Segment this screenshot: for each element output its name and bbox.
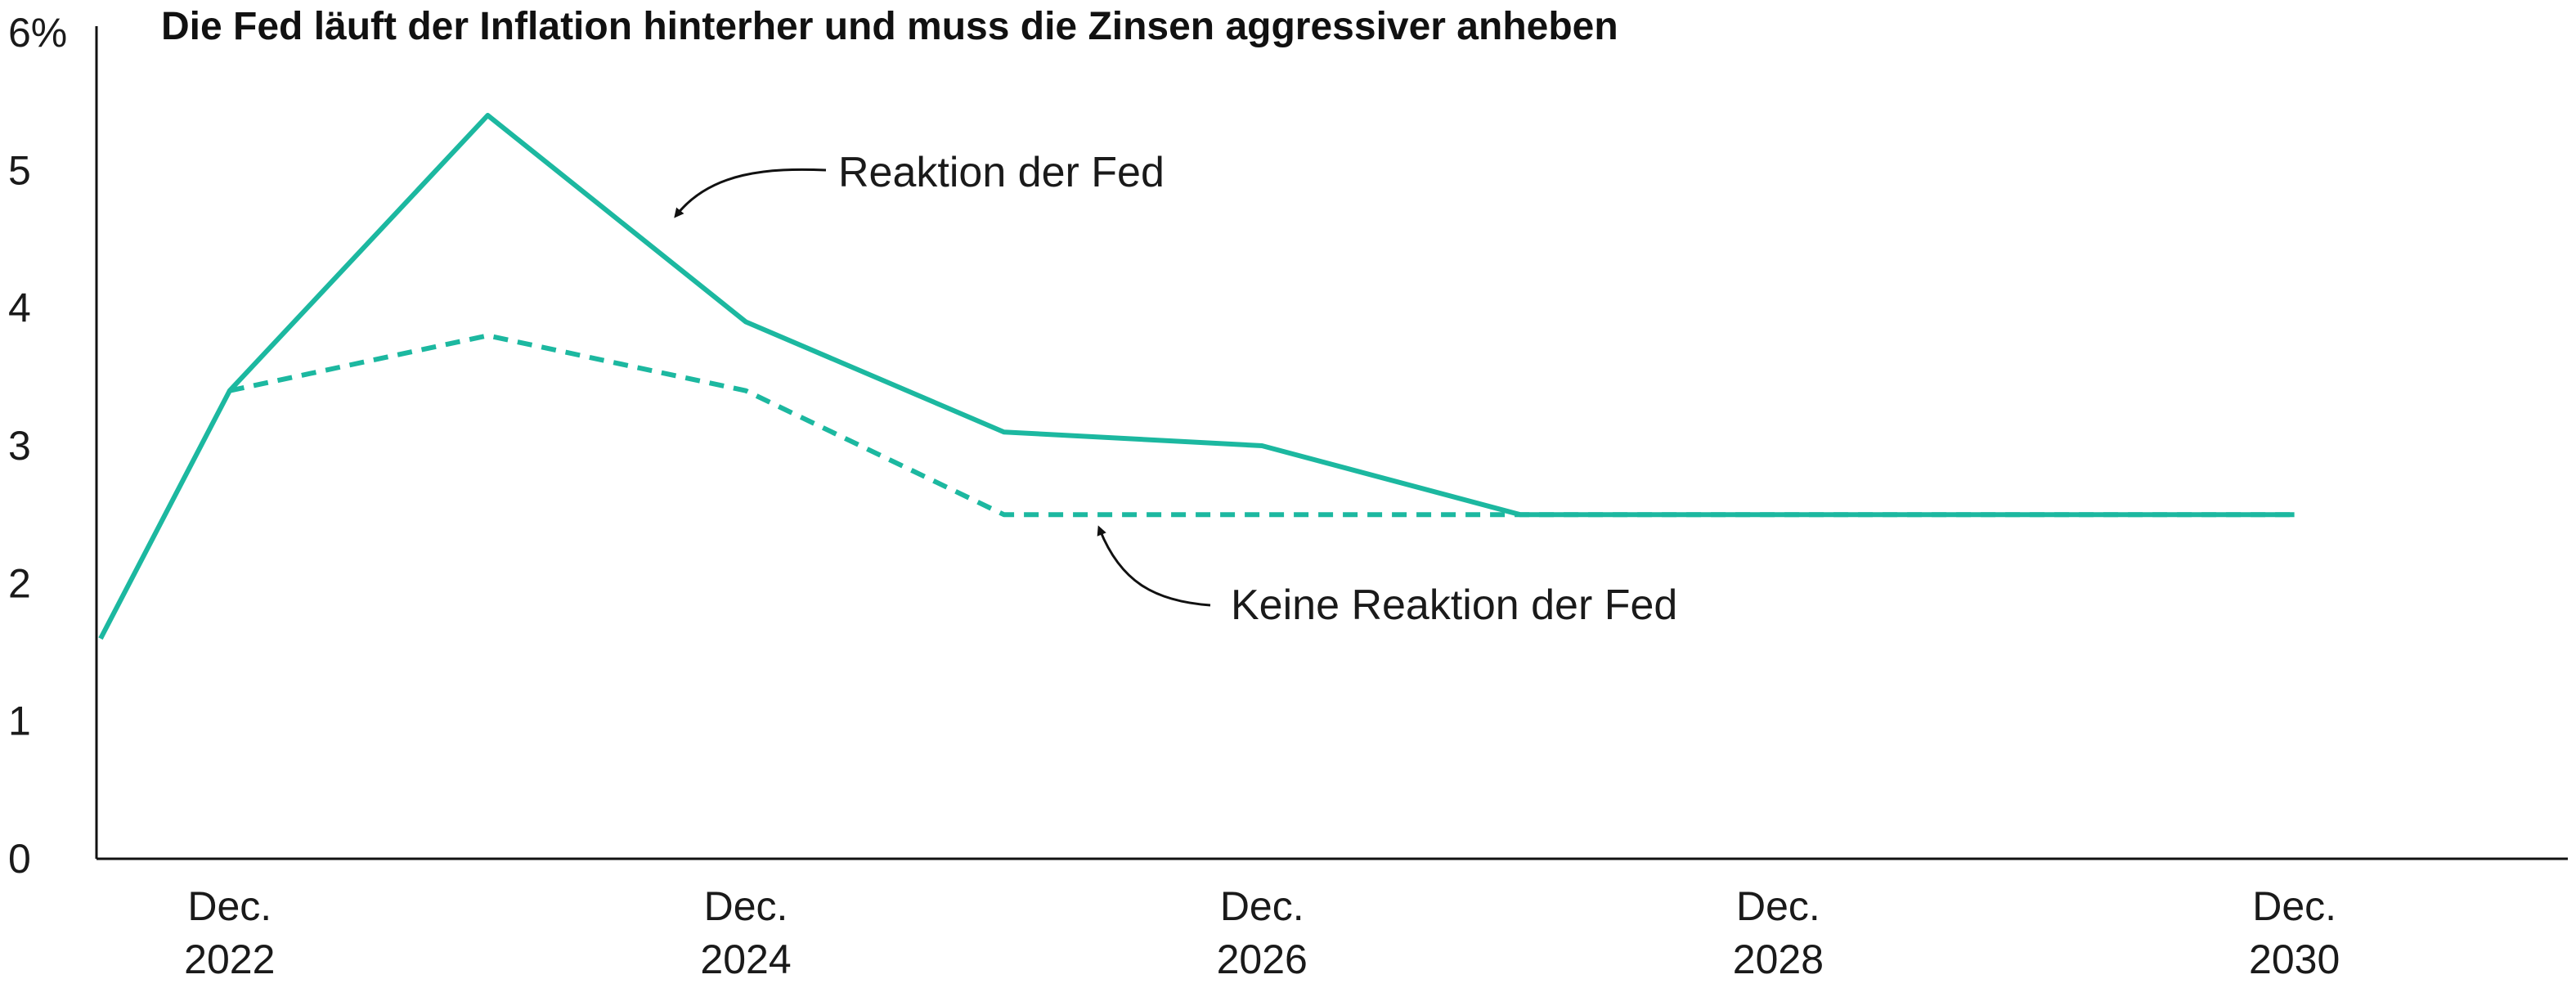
y-tick-label: 2 [8,560,31,606]
axes [95,26,2568,860]
chart-title: Die Fed läuft der Inflation hinterher un… [161,5,1618,48]
y-tick-label: 1 [8,698,31,744]
series-layer [98,113,2295,640]
x-tick-label: Dec. [704,883,788,929]
x-tick-label: 2026 [1217,936,1308,982]
x-tick-label: Dec. [1220,883,1304,929]
x-tick-label: Dec. [2252,883,2336,929]
x-tick-label: Dec. [1736,883,1820,929]
y-tick-label: 0 [8,836,31,882]
series-line-fed-reaction [98,113,2295,640]
annotation-keine-reaktion-der-fed: Keine Reaktion der Fed [1231,582,1677,629]
x-axis-ticks: Dec. 2022 Dec. 2024 Dec. 2026 Dec. 2028 Dec. 2030 [184,883,2340,982]
y-tick-label: 6% [8,10,67,56]
x-tick-label: 2030 [2249,936,2340,982]
y-axis-ticks: 0 1 2 3 4 5 6% [8,10,67,882]
x-tick-label: 2028 [1733,936,1824,982]
annotation-reaktion-der-fed: Reaktion der Fed [838,149,1165,196]
series-line-no-fed-reaction [229,333,2295,518]
annotation-arrow [674,168,827,218]
x-tick-label: 2024 [700,936,791,982]
annotation-layer: Reaktion der Fed Keine Reaktion der Fed [674,149,1677,629]
y-tick-label: 3 [8,423,31,469]
annotation-arrow [1097,525,1211,607]
y-tick-label: 5 [8,147,31,193]
x-tick-label: 2022 [184,936,275,982]
x-tick-label: Dec. [187,883,272,929]
y-tick-label: 4 [8,285,31,331]
